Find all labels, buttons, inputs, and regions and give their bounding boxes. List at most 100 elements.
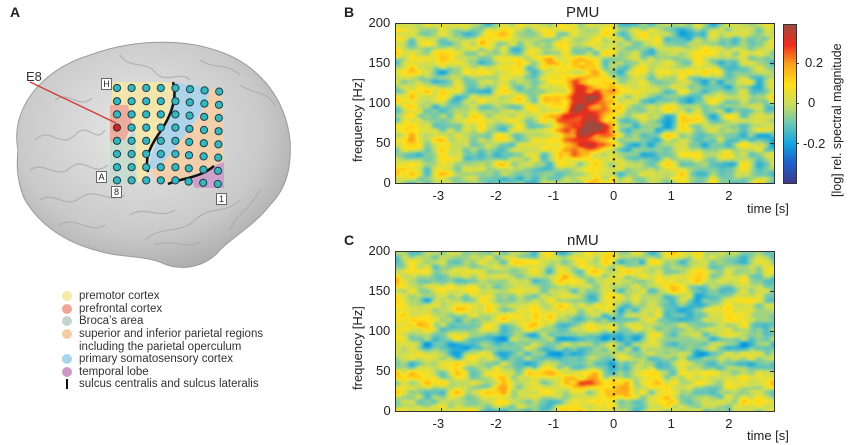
electrode bbox=[156, 123, 165, 132]
colorbar-label: [log] rel. spectral magnitude bbox=[830, 43, 844, 197]
electrode bbox=[171, 83, 180, 93]
electrode bbox=[213, 179, 222, 189]
legend-swatch-icon bbox=[62, 354, 72, 365]
electrode bbox=[171, 123, 180, 132]
y-tickmark bbox=[770, 23, 774, 24]
legend-item: primary somatosensory cortex bbox=[62, 353, 263, 366]
electrode bbox=[185, 137, 194, 147]
y-tickmark bbox=[770, 251, 774, 252]
panel-b-ylabel: frequency [Hz] bbox=[350, 78, 365, 162]
legend-item: Broca’s area bbox=[62, 315, 263, 328]
y-tick-label: 150 bbox=[368, 55, 391, 70]
colorbar-tickmark bbox=[796, 143, 799, 144]
x-tickmark bbox=[671, 408, 673, 411]
legend-item: prefrontal cortex bbox=[62, 303, 263, 316]
x-tickmark bbox=[498, 180, 500, 183]
electrode bbox=[156, 176, 165, 185]
grid-label-a: A bbox=[96, 171, 107, 183]
electrode-grid bbox=[112, 83, 224, 189]
electrode bbox=[214, 153, 223, 162]
legend-label: premotor cortex bbox=[79, 290, 160, 303]
x-tickmark bbox=[671, 252, 673, 255]
electrode bbox=[199, 152, 208, 161]
electrode bbox=[214, 140, 223, 149]
electrode bbox=[171, 110, 180, 119]
legend-swatch-icon bbox=[62, 291, 72, 302]
x-tickmark bbox=[671, 24, 673, 27]
y-tickmark bbox=[770, 143, 774, 144]
electrode bbox=[112, 97, 122, 106]
electrode bbox=[127, 163, 136, 172]
legend-item: premotor cortex bbox=[62, 290, 263, 303]
x-tick-label: -3 bbox=[432, 188, 445, 203]
legend-label: primary somatosensory cortex bbox=[79, 353, 234, 366]
y-tickmark bbox=[770, 103, 774, 104]
x-tickmark bbox=[441, 252, 443, 255]
electrode bbox=[127, 123, 136, 132]
x-tickmark bbox=[728, 24, 730, 27]
electrode bbox=[185, 111, 194, 120]
panel-c-title: nMU bbox=[567, 232, 599, 249]
x-tickmark bbox=[441, 180, 443, 183]
y-tick-label: 200 bbox=[368, 15, 391, 30]
legend-item: superior and inferior parietal regions bbox=[62, 328, 263, 341]
legend-label: temporal lobe bbox=[79, 365, 149, 378]
x-tickmark bbox=[441, 24, 443, 27]
electrode bbox=[185, 85, 195, 94]
electrode bbox=[171, 163, 180, 172]
electrode bbox=[214, 127, 223, 136]
x-tick-label: 2 bbox=[725, 416, 733, 431]
y-tickmark bbox=[770, 331, 774, 332]
legend-swatch-icon bbox=[62, 329, 72, 340]
electrode bbox=[213, 166, 223, 175]
x-tickmark bbox=[556, 408, 558, 411]
electrode bbox=[142, 163, 151, 172]
panel-b-label: B bbox=[344, 4, 355, 20]
electrode bbox=[184, 164, 193, 173]
x-tick-label: -2 bbox=[490, 188, 502, 203]
electrode bbox=[156, 110, 165, 119]
electrode bbox=[199, 139, 208, 148]
legend-item: including the parietal operculum bbox=[62, 340, 263, 353]
panel-c-ylabel: frequency [Hz] bbox=[350, 306, 365, 390]
electrode bbox=[127, 176, 136, 185]
x-tickmark bbox=[498, 408, 500, 411]
x-tick-label: -1 bbox=[547, 188, 560, 203]
legend-label: including the parietal operculum bbox=[79, 340, 242, 353]
electrode bbox=[127, 110, 136, 119]
electrode bbox=[171, 97, 180, 106]
nmu-heatmap bbox=[395, 251, 775, 412]
electrode bbox=[142, 136, 151, 145]
y-tick-label: 150 bbox=[368, 283, 391, 298]
electrode bbox=[156, 97, 165, 106]
legend-label: sulcus centralis and sulcus lateralis bbox=[79, 378, 259, 391]
y-tickmark bbox=[770, 183, 774, 184]
electrode bbox=[215, 87, 224, 96]
x-tickmark bbox=[728, 180, 730, 183]
electrode bbox=[156, 149, 165, 159]
electrode bbox=[142, 83, 151, 93]
y-tickmark bbox=[770, 411, 774, 412]
y-tickmark bbox=[770, 63, 774, 64]
electrode bbox=[156, 163, 165, 172]
x-tick-label: 1 bbox=[667, 188, 675, 203]
colorbar-tickmark bbox=[796, 103, 799, 104]
colorbar bbox=[783, 24, 797, 184]
y-tick-label: 50 bbox=[376, 135, 391, 150]
electrode bbox=[127, 149, 136, 159]
colorbar-tick-zero: 0 bbox=[808, 95, 816, 110]
legend-swatch-icon bbox=[62, 316, 72, 327]
legend-label: Broca’s area bbox=[79, 315, 144, 328]
x-tickmark bbox=[613, 408, 615, 411]
grid-label-h: H bbox=[101, 78, 112, 90]
colorbar-tick-neg: -0.2 bbox=[803, 136, 826, 151]
electrode bbox=[142, 123, 151, 132]
y-tick-label: 0 bbox=[383, 175, 391, 190]
electrode bbox=[199, 178, 208, 187]
x-tick-label: -2 bbox=[490, 416, 502, 431]
x-tick-label: 2 bbox=[725, 188, 733, 203]
x-tickmark bbox=[441, 408, 443, 411]
legend-label: prefrontal cortex bbox=[79, 302, 163, 315]
x-tickmark bbox=[613, 180, 615, 183]
electrode bbox=[142, 110, 151, 119]
